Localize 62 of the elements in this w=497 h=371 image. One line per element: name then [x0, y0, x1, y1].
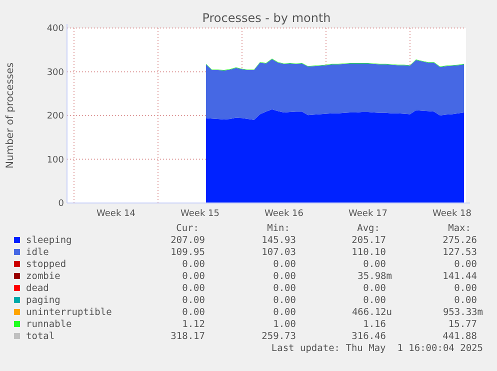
text: 207.09 — [170, 235, 206, 246]
text: Last update: Thu May 1 16:00:04 2025 — [271, 343, 483, 354]
text: 141.44 — [442, 271, 478, 282]
text: 0.00 — [273, 283, 296, 294]
chart-title: Processes - by month — [202, 11, 331, 25]
y-tick-label: 100 — [46, 155, 64, 166]
x-tick-label: Week 18 — [432, 209, 472, 219]
x-tick-label: Week 14 — [96, 209, 136, 219]
x-tick-label: Week 17 — [348, 209, 388, 219]
text: 127.53 — [442, 247, 477, 258]
y-tick-label: 0 — [58, 199, 64, 210]
text: 0.00 — [454, 259, 478, 270]
y-tick-label: 200 — [46, 112, 64, 122]
text: Cur: — [176, 223, 199, 234]
text: 1.12 — [182, 319, 205, 330]
text: 109.95 — [170, 247, 205, 258]
text: 145.93 — [262, 235, 296, 246]
text: 0.00 — [454, 283, 478, 294]
text: 0.00 — [182, 283, 206, 294]
text: 15.77 — [448, 319, 477, 330]
text: 0.00 — [182, 307, 206, 318]
text: 205.17 — [352, 235, 386, 246]
legend-label: idle — [26, 247, 50, 258]
text: 1.00 — [273, 319, 296, 330]
x-tick-label: Week 16 — [264, 209, 304, 219]
text: 316.46 — [352, 331, 386, 342]
text: 35.98m — [358, 271, 392, 282]
text: 0.00 — [363, 295, 386, 306]
text: 259.73 — [262, 331, 296, 342]
text: Max: — [448, 223, 471, 234]
text: 318.17 — [170, 331, 205, 342]
legend-label: runnable — [26, 319, 72, 330]
text: 466.12u — [352, 307, 392, 318]
text: 1.16 — [363, 319, 386, 330]
text: 0.00 — [182, 271, 206, 282]
legend-label: paging — [26, 295, 60, 306]
text: 0.00 — [363, 259, 386, 270]
text: 107.03 — [262, 247, 296, 258]
text: 275.26 — [442, 235, 478, 246]
y-tick-label: 400 — [46, 24, 64, 34]
text: 953.33m — [442, 307, 484, 318]
text: 0.00 — [273, 259, 296, 270]
text: Avg: — [357, 223, 380, 234]
legend-label: total — [26, 331, 55, 342]
legend-label: dead — [26, 283, 49, 294]
text: 0.00 — [182, 259, 206, 270]
y-axis-title: Number of processes — [5, 62, 16, 168]
text: 0.00 — [182, 295, 206, 306]
y-tick-label: 300 — [46, 68, 64, 78]
text: 110.10 — [352, 247, 386, 258]
text: 0.00 — [454, 295, 478, 306]
legend-label: stopped — [26, 259, 66, 270]
legend-label: zombie — [26, 271, 61, 282]
text: 441.88 — [442, 331, 478, 342]
text: 0.00 — [273, 307, 296, 318]
text: 0.00 — [273, 271, 296, 282]
legend-label: sleeping — [26, 235, 72, 246]
text: 0.00 — [273, 295, 296, 306]
text: Min: — [267, 223, 290, 234]
text: 0.00 — [363, 283, 386, 294]
x-tick-label: Week 15 — [180, 209, 220, 219]
legend-label: uninterruptible — [26, 307, 112, 318]
